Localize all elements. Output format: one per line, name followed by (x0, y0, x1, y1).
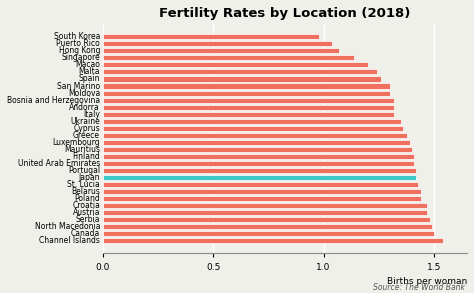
Bar (103, 203, 428, 208)
Bar (103, 140, 410, 145)
Bar (103, 105, 394, 110)
Bar (103, 112, 394, 117)
Bar (103, 175, 416, 180)
Bar (103, 91, 390, 96)
Bar (103, 154, 414, 159)
Bar (103, 69, 376, 74)
Bar (103, 133, 408, 138)
Bar (103, 119, 401, 124)
Bar (103, 34, 319, 39)
Bar (103, 231, 434, 236)
Bar (103, 217, 429, 222)
X-axis label: Births per woman: Births per woman (387, 277, 467, 286)
Bar (103, 84, 390, 88)
Bar (103, 41, 332, 46)
Text: Source: The World Bank: Source: The World Bank (373, 282, 465, 292)
Bar (103, 196, 421, 201)
Bar (103, 76, 381, 81)
Bar (103, 182, 419, 187)
Bar (103, 62, 368, 67)
Bar (103, 224, 432, 229)
Bar (103, 168, 416, 173)
Bar (103, 161, 414, 166)
Bar (103, 238, 443, 243)
Bar (103, 210, 428, 215)
Title: Fertility Rates by Location (2018): Fertility Rates by Location (2018) (159, 7, 410, 20)
Bar (103, 189, 421, 194)
Bar (103, 48, 339, 53)
Bar (103, 98, 394, 103)
Bar (103, 55, 355, 60)
Bar (103, 147, 412, 152)
Bar (103, 126, 403, 131)
